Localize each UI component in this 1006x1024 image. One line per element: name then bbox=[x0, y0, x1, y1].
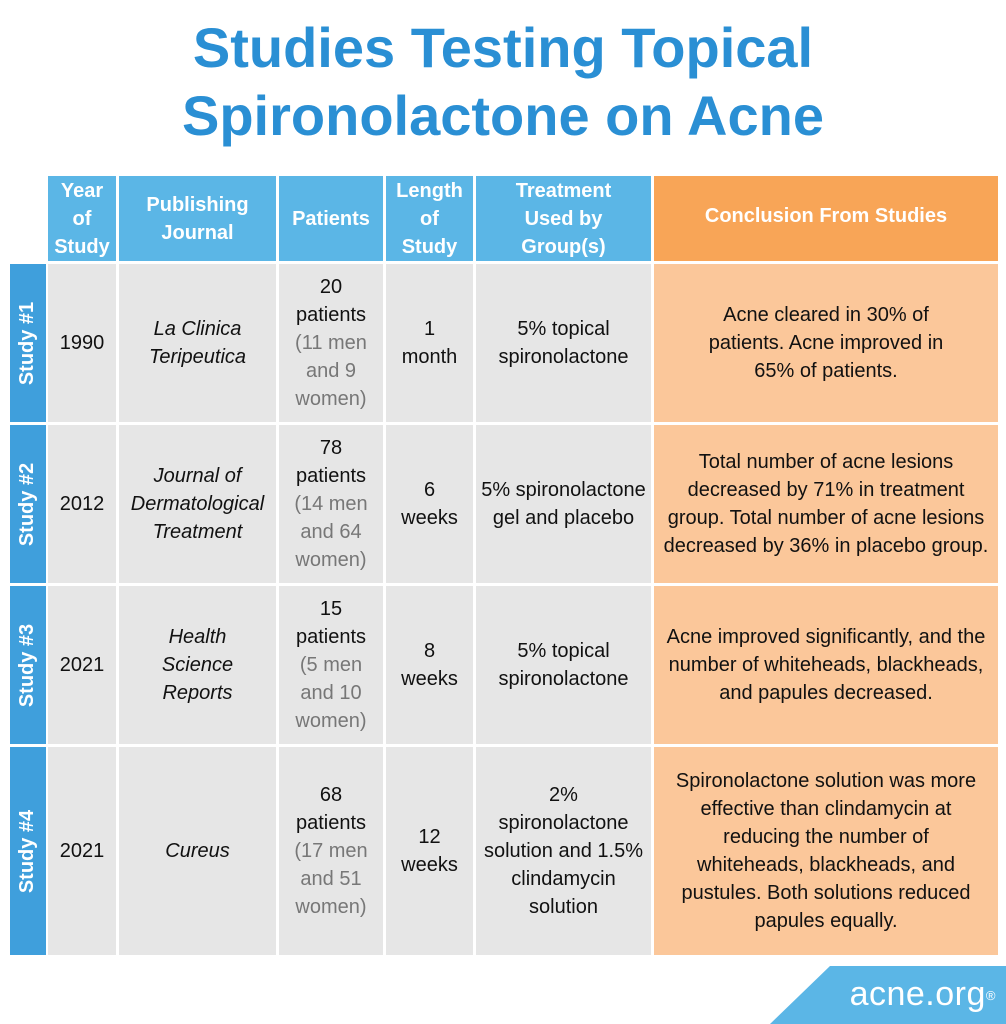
study-2-journal-label: Journal of Dermatological Treatment bbox=[130, 465, 265, 543]
study-1-length-label: 1 month bbox=[401, 318, 458, 368]
study-2-year: 2012 bbox=[48, 425, 116, 583]
header-patients-label: Patients bbox=[292, 207, 370, 230]
study-4-treatment: 2% spironolactone solution and 1.5% clin… bbox=[476, 747, 651, 955]
study-1-conclusion: Acne cleared in 30% of patients. Acne im… bbox=[654, 264, 998, 422]
brand-name: acne.org bbox=[849, 975, 986, 1013]
study-2-length: 6 weeks bbox=[386, 425, 473, 583]
study-3-side-label: Study #3 bbox=[10, 586, 46, 744]
study-3-journal-label: Health Science Reports bbox=[161, 626, 234, 704]
header-length-label: Length of Study bbox=[396, 179, 463, 258]
study-2-patients-count: 78 patients bbox=[295, 437, 367, 487]
study-1-journal: La Clinica Teripeutica bbox=[119, 264, 276, 422]
study-1-year: 1990 bbox=[48, 264, 116, 422]
study-2-treatment-label: 5% spironolactone gel and placebo bbox=[481, 479, 646, 529]
study-2-conclusion-text: Total number of acne lesions decreased b… bbox=[663, 451, 989, 557]
study-1-journal-label: La Clinica Teripeutica bbox=[148, 318, 247, 368]
study-4-journal-label: Cureus bbox=[165, 840, 230, 862]
study-4-year: 2021 bbox=[48, 747, 116, 955]
study-3-conclusion-text: Acne improved significantly, and the num… bbox=[666, 626, 986, 704]
study-4-treatment-label: 2% spironolactone solution and 1.5% clin… bbox=[483, 784, 643, 918]
study-2-label: Study #2 bbox=[16, 462, 39, 546]
study-3-conclusion: Acne improved significantly, and the num… bbox=[654, 586, 998, 744]
study-4-length: 12 weeks bbox=[386, 747, 473, 955]
header-year: Year of Study bbox=[48, 176, 116, 261]
study-3-patients-count: 15 patients bbox=[295, 598, 367, 648]
study-3-length: 8 weeks bbox=[386, 586, 473, 744]
header-conclusion-label: Conclusion From Studies bbox=[704, 205, 948, 227]
registered-mark: ® bbox=[985, 988, 996, 1003]
study-2-patients: 78 patients (14 men and 64 women) bbox=[279, 425, 383, 583]
study-4-side-label: Study #4 bbox=[10, 747, 46, 955]
study-4-patients-count: 68 patients bbox=[295, 784, 367, 834]
header-length: Length of Study bbox=[386, 176, 473, 261]
study-1-treatment: 5% topical spironolactone bbox=[476, 264, 651, 422]
title-line-1: Studies Testing Topical bbox=[192, 16, 814, 79]
study-3-year: 2021 bbox=[48, 586, 116, 744]
study-1-patients-count: 20 patients bbox=[295, 276, 367, 326]
study-2-patients-detail: (14 men and 64 women) bbox=[294, 493, 368, 571]
study-2-conclusion: Total number of acne lesions decreased b… bbox=[654, 425, 998, 583]
study-1-conclusion-text: Acne cleared in 30% of patients. Acne im… bbox=[708, 304, 944, 382]
study-4-label: Study #4 bbox=[16, 809, 39, 893]
study-2-length-label: 6 weeks bbox=[401, 479, 458, 529]
study-4-length-label: 12 weeks bbox=[401, 826, 458, 876]
study-2-treatment: 5% spironolactone gel and placebo bbox=[476, 425, 651, 583]
study-4-patients-detail: (17 men and 51 women) bbox=[294, 840, 368, 918]
study-4-patients: 68 patients (17 men and 51 women) bbox=[279, 747, 383, 955]
study-3-patients: 15 patients (5 men and 10 women) bbox=[279, 586, 383, 744]
study-3-patients-detail: (5 men and 10 women) bbox=[295, 654, 367, 732]
study-1-treatment-label: 5% topical spironolactone bbox=[498, 318, 629, 368]
study-1-patients: 20 patients (11 men and 9 women) bbox=[279, 264, 383, 422]
study-1-patients-detail: (11 men and 9 women) bbox=[295, 332, 367, 410]
study-1-side-label: Study #1 bbox=[10, 264, 46, 422]
header-treatment-label: Treatment Used by Group(s) bbox=[515, 179, 612, 258]
study-4-conclusion: Spironolactone solution was more effecti… bbox=[654, 747, 998, 955]
study-3-journal: Health Science Reports bbox=[119, 586, 276, 744]
header-conclusion: Conclusion From Studies bbox=[654, 176, 998, 261]
header-journal-label: Publishing Journal bbox=[146, 193, 249, 244]
title-line-2: Spironolactone on Acne bbox=[182, 84, 824, 147]
study-3-length-label: 8 weeks bbox=[401, 640, 458, 690]
study-4-journal: Cureus bbox=[119, 747, 276, 955]
study-4-conclusion-text: Spironolactone solution was more effecti… bbox=[675, 770, 977, 932]
study-3-treatment: 5% topical spironolactone bbox=[476, 586, 651, 744]
header-treatment: Treatment Used by Group(s) bbox=[476, 176, 651, 261]
header-journal: Publishing Journal bbox=[119, 176, 276, 261]
study-2-side-label: Study #2 bbox=[10, 425, 46, 583]
header-year-label: Year of Study bbox=[54, 179, 110, 258]
page-title: Studies Testing Topical Spironolactone o… bbox=[0, 14, 1006, 150]
study-3-label: Study #3 bbox=[16, 623, 39, 707]
header-patients: Patients bbox=[279, 176, 383, 261]
study-1-label: Study #1 bbox=[16, 301, 39, 385]
study-2-journal: Journal of Dermatological Treatment bbox=[119, 425, 276, 583]
brand-logo[interactable]: acne.org® bbox=[850, 972, 996, 1016]
study-3-treatment-label: 5% topical spironolactone bbox=[498, 640, 629, 690]
study-1-length: 1 month bbox=[386, 264, 473, 422]
